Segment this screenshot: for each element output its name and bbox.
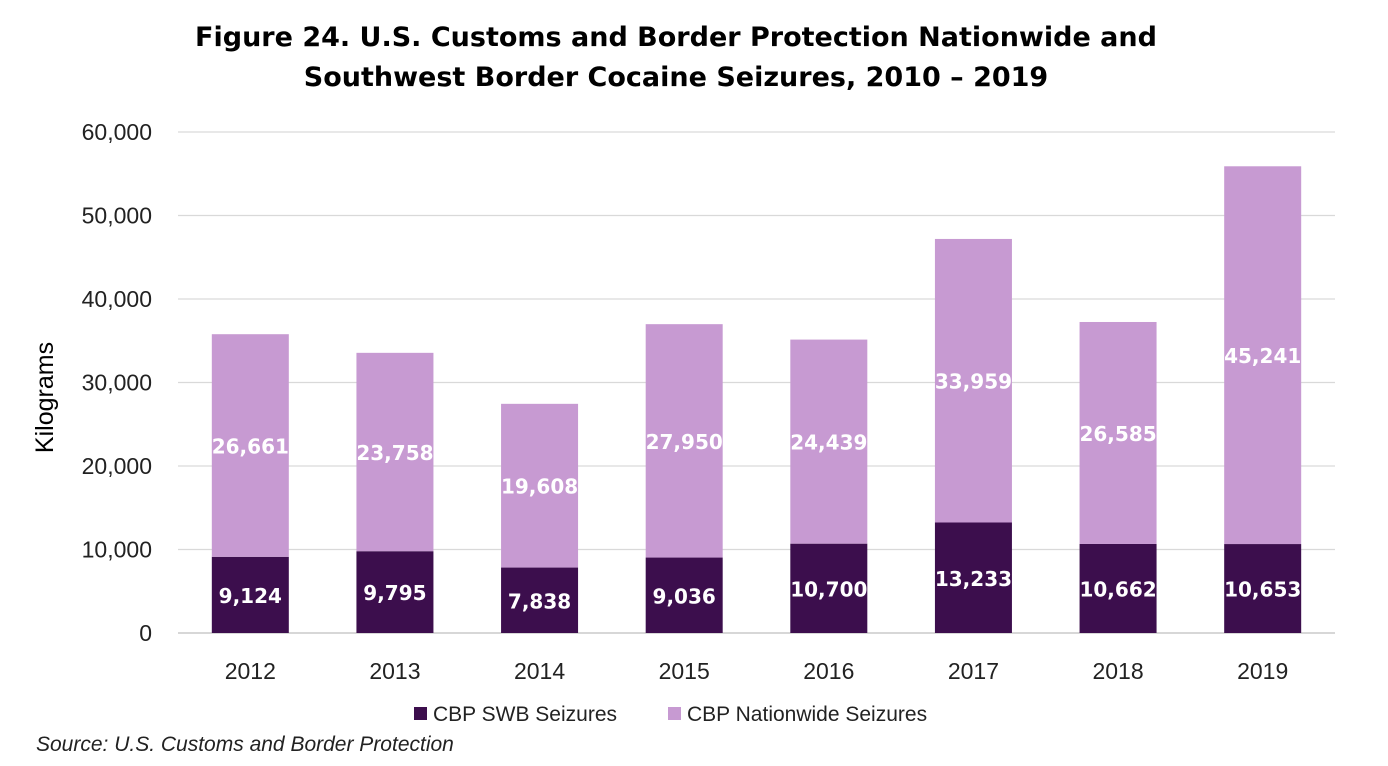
bars (211, 166, 1302, 633)
chart-title-line-1: Figure 24. U.S. Customs and Border Prote… (195, 22, 1157, 53)
y-tick-label: 0 (139, 620, 152, 646)
legend-swatch-nationwide (668, 707, 681, 720)
axes: 0 10,000 20,000 30,000 40,000 50,000 60,000 Kil… (31, 119, 1288, 684)
data-label-swb: 10,653 (1224, 578, 1301, 602)
y-tick-label: 60,000 (82, 119, 152, 145)
legend-label-nationwide: CBP Nationwide Seizures (687, 703, 927, 726)
y-tick-label: 30,000 (82, 370, 152, 396)
data-label-swb: 13,233 (935, 567, 1012, 591)
x-tick-label: 2013 (369, 658, 420, 684)
bar-nationwide-seizures (1224, 166, 1302, 545)
data-label-swb: 9,036 (653, 584, 716, 608)
data-label-swb: 9,795 (363, 581, 426, 605)
bar-nationwide-seizures (211, 334, 289, 557)
legend: CBP SWB Seizures CBP Nationwide Seizures (414, 703, 927, 726)
y-axis-title: Kilograms (31, 342, 59, 453)
x-tick-label: 2012 (225, 658, 276, 684)
x-tick-label: 2019 (1237, 658, 1288, 684)
bar-nationwide-seizures (356, 352, 434, 552)
bar-swb-seizures (790, 543, 868, 633)
data-label-nationwide: 33,959 (935, 370, 1012, 394)
data-label-nationwide: 27,950 (646, 430, 723, 454)
data-label-nationwide: 26,661 (212, 435, 289, 459)
y-tick-label: 40,000 (82, 286, 152, 312)
x-tick-label: 2015 (659, 658, 710, 684)
bar-swb-seizures (645, 557, 723, 633)
y-tick-label: 50,000 (82, 203, 152, 229)
y-tick-label: 10,000 (82, 537, 152, 563)
data-label-nationwide: 23,758 (356, 441, 433, 465)
gridlines (178, 131, 1335, 634)
data-label-nationwide: 45,241 (1224, 344, 1301, 368)
bar-nationwide-seizures (645, 324, 723, 558)
data-labels: 9,124 26,661 9,795 23,758 7,838 19,608 9,036 27… (212, 344, 1302, 613)
data-label-nationwide: 26,585 (1079, 422, 1156, 446)
bar-nationwide-seizures (1079, 321, 1157, 544)
y-tick-label: 20,000 (82, 453, 152, 479)
bar-swb-seizures (501, 567, 579, 633)
source-note: Source: U.S. Customs and Border Protecti… (36, 733, 454, 756)
data-label-nationwide: 24,439 (790, 431, 867, 455)
data-label-swb: 7,838 (508, 589, 571, 613)
x-tick-label: 2018 (1092, 658, 1143, 684)
x-tick-label: 2017 (948, 658, 999, 684)
bar-swb-seizures (934, 522, 1012, 633)
chart-title: Figure 24. U.S. Customs and Border Prote… (0, 18, 1352, 98)
bar-swb-seizures (1224, 544, 1302, 633)
data-label-swb: 9,124 (219, 584, 282, 608)
bar-swb-seizures (1079, 543, 1157, 633)
legend-label-swb: CBP SWB Seizures (433, 703, 617, 726)
legend-swatch-swb (414, 707, 427, 720)
data-label-nationwide: 19,608 (501, 475, 578, 499)
chart-title-line-2: Southwest Border Cocaine Seizures, 2010 … (303, 62, 1049, 93)
bar-swb-seizures (356, 551, 434, 633)
bar-nationwide-seizures (501, 403, 579, 568)
x-tick-label: 2016 (803, 658, 854, 684)
x-tick-label: 2014 (514, 658, 565, 684)
bar-nationwide-seizures (790, 339, 868, 544)
bar-swb-seizures (211, 556, 289, 633)
data-label-swb: 10,662 (1079, 577, 1156, 601)
data-label-swb: 10,700 (790, 577, 867, 601)
bar-nationwide-seizures (934, 238, 1012, 523)
